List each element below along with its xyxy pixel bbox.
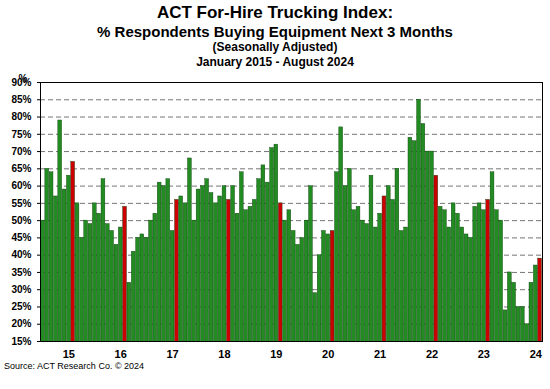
svg-text:25%: 25% (11, 301, 31, 312)
svg-text:17: 17 (166, 348, 178, 360)
svg-text:15: 15 (63, 348, 75, 360)
html-text:January 2015 - August 2024: January 2015 - August 2024 (196, 55, 354, 69)
html-text:% Respondents Buying Equipment: % Respondents Buying Equipment Next 3 Mo… (97, 23, 453, 40)
svg-text:55%: 55% (11, 198, 31, 209)
svg-text:35%: 35% (11, 267, 31, 278)
svg-text:50%: 50% (11, 215, 31, 226)
svg-text:75%: 75% (11, 129, 31, 140)
svg-text:21: 21 (374, 348, 386, 360)
svg-text:80%: 80% (11, 111, 31, 122)
html-text:Source: ACT Research Co. © 202: Source: ACT Research Co. © 2024 (4, 361, 144, 371)
html-text:ACT For-Hire Trucking Index:: ACT For-Hire Trucking Index: (156, 3, 394, 22)
svg-text:16: 16 (115, 348, 127, 360)
svg-text:65%: 65% (11, 163, 31, 174)
svg-text:30%: 30% (11, 284, 31, 295)
svg-text:85%: 85% (11, 94, 31, 105)
svg-text:20%: 20% (11, 318, 31, 329)
svg-text:45%: 45% (11, 232, 31, 243)
svg-text:24: 24 (530, 348, 543, 360)
svg-text:40%: 40% (11, 249, 31, 260)
svg-text:20: 20 (322, 348, 334, 360)
svg-text:%: % (19, 73, 28, 84)
svg-text:90%: 90% (11, 76, 32, 88)
svg-text:22: 22 (426, 348, 438, 360)
svg-text:19: 19 (270, 348, 282, 360)
svg-text:15%: 15% (11, 336, 31, 347)
svg-text:60%: 60% (11, 180, 31, 191)
svg-text:70%: 70% (11, 146, 31, 157)
svg-text:18: 18 (218, 348, 230, 360)
svg-text:23: 23 (478, 348, 490, 360)
html-text:(Seasonally Adjusted): (Seasonally Adjusted) (212, 40, 338, 54)
